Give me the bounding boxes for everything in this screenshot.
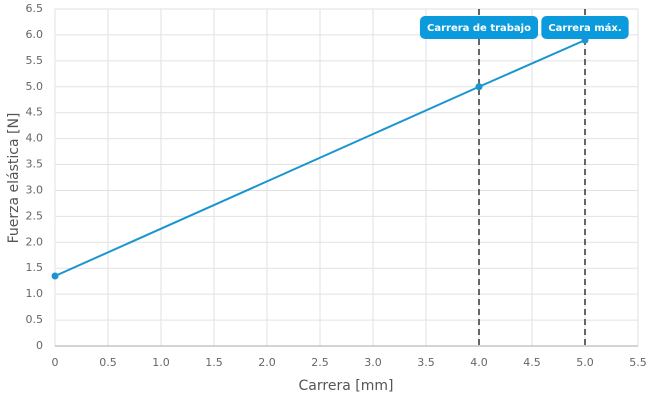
y-tick-label: 1.5 [26,261,44,274]
annotation-label: Carrera máx. [548,22,621,34]
x-tick-label: 0.5 [99,356,117,369]
data-point [475,83,483,91]
x-tick-label: 3.5 [417,356,435,369]
x-tick-label: 2.5 [311,356,329,369]
x-tick-label: 1.5 [205,356,223,369]
x-tick-label: 0 [52,356,59,369]
x-tick-label: 4.0 [470,356,488,369]
y-tick-label: 6.5 [26,2,44,15]
x-tick-label: 5.0 [576,356,594,369]
x-axis-label: Carrera [mm] [299,378,394,394]
x-tick-label: 3.0 [364,356,382,369]
y-axis-label: Fuerza elástica [N] [6,113,22,244]
y-tick-label: 2.0 [26,235,44,248]
x-tick-label: 1.0 [152,356,170,369]
y-tick-label: 4.5 [26,106,44,119]
annotation-box [419,16,539,39]
y-tick-label: 5.5 [26,54,44,67]
y-tick-label: 0 [36,339,43,352]
y-tick-label: 3.0 [26,183,44,196]
annotation-label: Carrera de trabajo [427,23,531,34]
annotation-box [541,16,629,39]
data-point [51,272,59,280]
y-tick-label: 3.5 [26,158,44,171]
y-tick-label: 2.5 [26,209,44,222]
annotation: Carrera de trabajo [419,16,539,39]
y-tick-label: 6.0 [26,28,44,41]
x-tick-label: 4.5 [523,356,541,369]
y-tick-label: 5.0 [26,80,44,93]
y-tick-label: 1.0 [26,287,44,300]
x-tick-label: 5.5 [629,356,647,369]
y-tick-label: 0.5 [26,313,44,326]
x-tick-label: 2.0 [258,356,276,369]
y-tick-label: 4.0 [26,132,44,145]
annotation: Carrera máx. [541,16,629,39]
data-point [581,36,589,44]
